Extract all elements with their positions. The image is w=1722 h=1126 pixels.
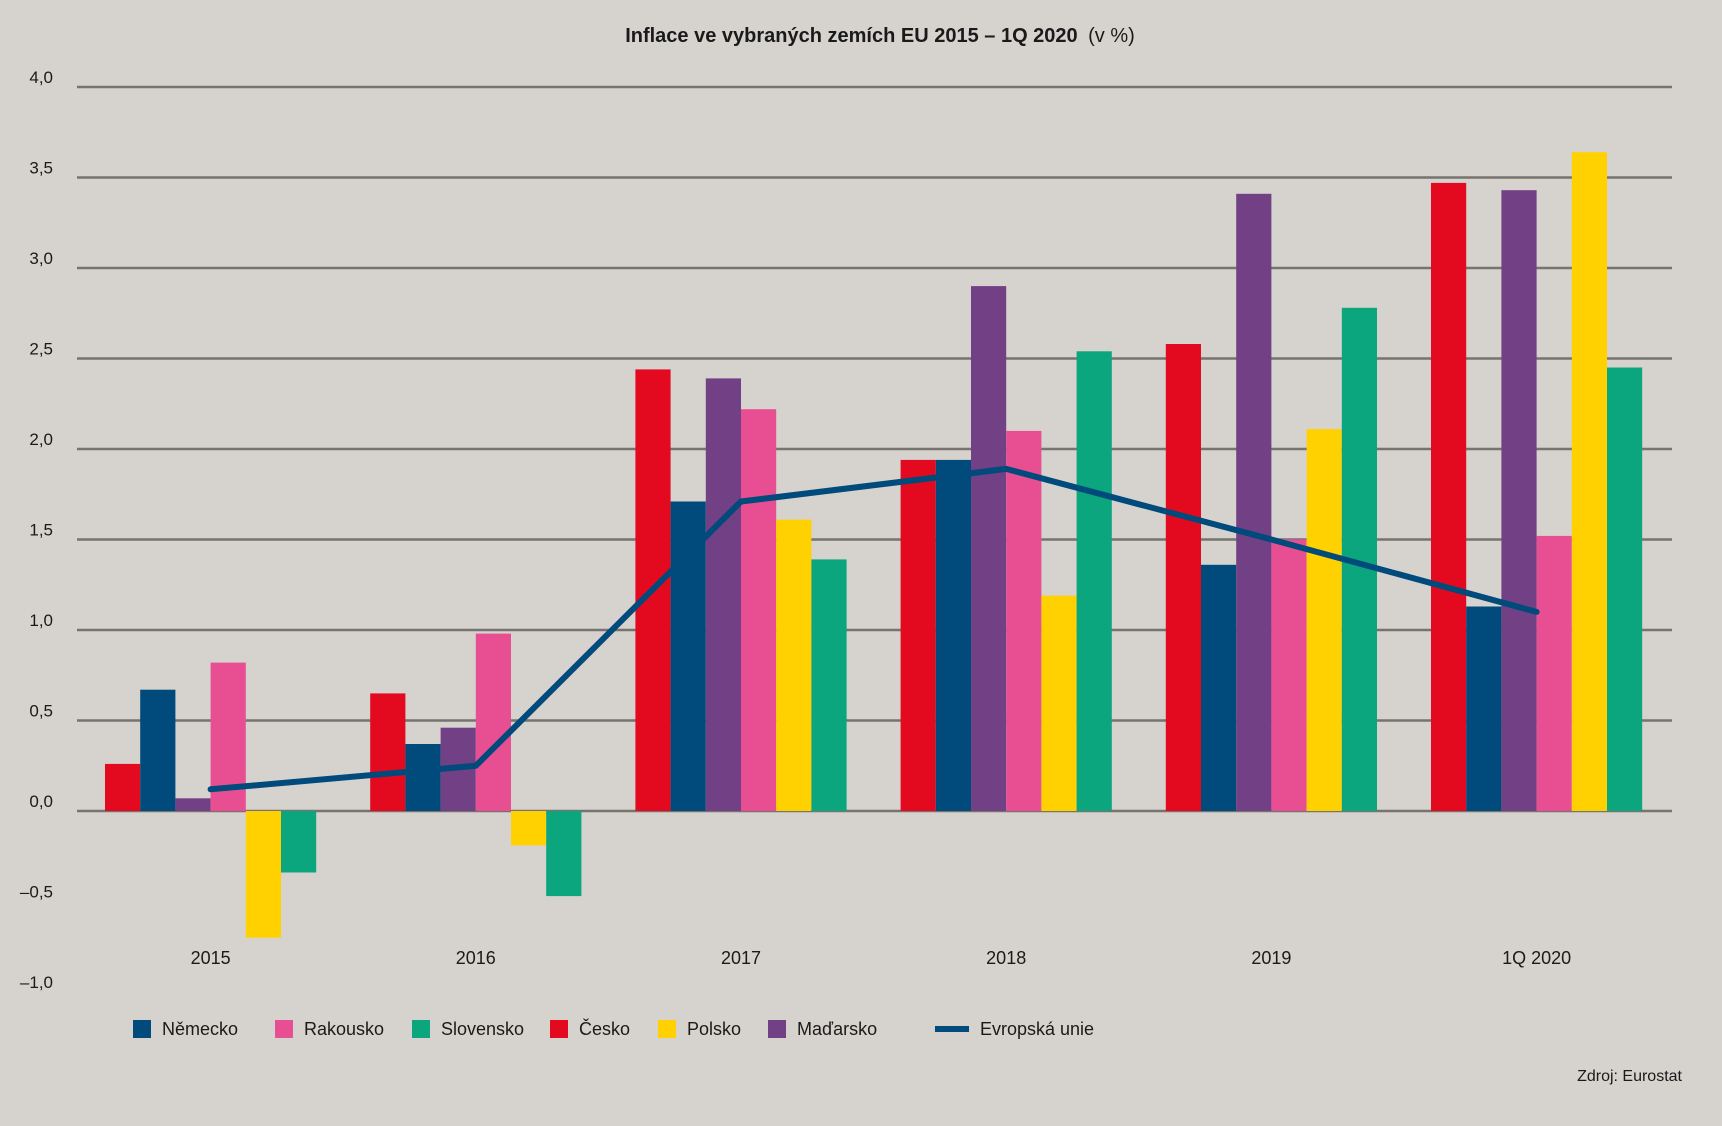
bar-německo-2015 [140,689,176,811]
bar-česko-2018 [900,459,936,811]
bar-česko-2015 [105,763,141,811]
bar-německo-2018 [935,459,971,811]
bar-rakousko-2016 [475,633,511,811]
bar-polsko-2019 [1306,429,1342,811]
bar-slovensko-2017 [811,559,847,811]
y-tick-label: 2,0 [29,430,53,449]
bar-polsko-2016 [511,811,547,846]
eu-series-line [207,465,1540,793]
legend-swatch [550,1020,568,1038]
y-axis-tick-labels: 4,0 3,5 3,0 2,5 2,0 1,5 1,0 0,5 0,0 –0,5 –1,0 [20,68,53,992]
legend-label: Polsko [687,1019,741,1039]
bar-slovensko-1Q-2020 [1607,367,1643,811]
bar-německo-1Q-2020 [1466,606,1502,811]
legend-label: Rakousko [304,1019,384,1039]
x-axis-category-labels: 2015 2016 2017 2018 2019 1Q 2020 [191,948,1572,968]
y-tick-label: 1,0 [29,611,53,630]
bar-rakousko-2017 [741,409,777,811]
x-category-label: 2016 [456,948,496,968]
legend-label: Česko [579,1018,630,1039]
y-tick-label: –1,0 [20,973,53,992]
legend-item: Slovensko [412,1019,524,1039]
legend: Německo Rakousko Slovensko Česko Polsko Maďar… [133,1018,1094,1039]
bar-maďarsko-2019 [1236,193,1272,812]
source-note: Zdroj: Eurostat [1577,1068,1682,1085]
chart-title: Inflace ve vybraných zemích EU 2015 – 1Q… [625,25,1135,47]
bar-rakousko-2019 [1271,539,1307,811]
bar-rakousko-2018 [1006,430,1042,811]
bar-rakousko-1Q-2020 [1536,535,1572,811]
x-category-label: 2018 [986,948,1026,968]
bar-německo-2016 [405,744,441,811]
legend-label: Slovensko [441,1019,524,1039]
eu-line [207,465,1540,793]
legend-swatch [768,1020,786,1038]
y-tick-label: 0,0 [29,792,53,811]
bar-slovensko-2018 [1076,351,1112,811]
legend-swatch [658,1020,676,1038]
legend-swatch [412,1020,430,1038]
legend-label: Maďarsko [797,1019,877,1039]
bars [105,152,1643,938]
bar-slovensko-2016 [546,811,582,897]
bar-německo-2019 [1201,564,1237,811]
bar-slovensko-2015 [281,811,317,873]
x-category-label: 2019 [1251,948,1291,968]
y-tick-label: 3,5 [29,159,53,178]
bar-polsko-1Q-2020 [1571,152,1607,811]
legend-item: Česko [550,1018,630,1039]
legend-label: Německo [162,1019,238,1039]
x-category-label: 2017 [721,948,761,968]
bar-česko-2019 [1165,344,1201,811]
x-category-label: 1Q 2020 [1502,948,1571,968]
legend-item: Evropská unie [935,1019,1094,1039]
bar-maďarsko-2018 [971,286,1007,812]
bar-česko-2016 [370,693,406,811]
bar-maďarsko-2017 [705,378,741,811]
bar-německo-2017 [670,501,706,811]
y-tick-label: 3,0 [29,249,53,268]
legend-swatch [275,1020,293,1038]
chart-title-text: Inflace ve vybraných zemích EU 2015 – 1Q… [625,25,1077,47]
y-tick-label: 2,5 [29,340,53,359]
legend-label: Evropská unie [980,1019,1094,1039]
y-tick-label: 0,5 [29,702,53,721]
gridlines [77,85,1672,813]
y-tick-label: 1,5 [29,521,53,540]
legend-item: Polsko [658,1019,741,1039]
y-tick-label: 4,0 [29,68,53,87]
bar-polsko-2017 [776,519,812,811]
legend-item: Německo [133,1019,238,1039]
legend-item: Maďarsko [768,1019,877,1039]
bar-česko-1Q-2020 [1431,182,1467,811]
legend-item: Rakousko [275,1019,384,1039]
y-tick-label: –0,5 [20,883,53,902]
legend-swatch [133,1020,151,1038]
bar-polsko-2015 [245,811,281,938]
chart-title-unit: (v %) [1088,25,1135,47]
bar-maďarsko-1Q-2020 [1501,190,1537,811]
bar-maďarsko-2015 [175,798,211,811]
bar-polsko-2018 [1041,595,1077,811]
x-category-label: 2015 [191,948,231,968]
